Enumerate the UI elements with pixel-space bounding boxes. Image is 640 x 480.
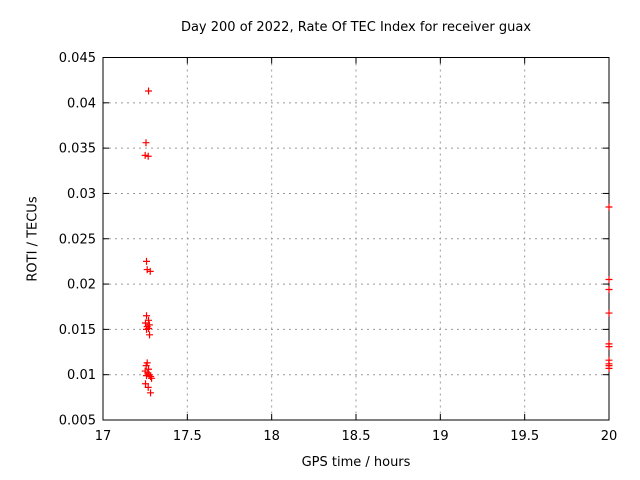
y-tick-label: 0.03 [67,187,96,202]
data-point [147,389,155,397]
data-point [605,364,613,372]
data-point [605,286,613,293]
data-point [605,203,613,211]
data-point [148,374,156,382]
data-points [141,87,613,397]
data-point [146,331,154,339]
data-point [605,276,613,284]
x-tick-label: 18 [263,429,280,444]
y-tick-label: 0.04 [67,96,96,111]
data-point [605,343,613,351]
data-point [144,152,152,160]
data-point [142,362,150,370]
chart-title: Day 200 of 2022, Rate Of TEC Index for r… [180,20,532,35]
data-point [145,87,153,95]
data-point [142,319,150,327]
x-tick-label: 17.5 [173,429,202,444]
data-point [143,372,151,380]
y-tick-label: 0.045 [59,51,96,66]
data-point [143,325,151,333]
y-tick-label: 0.01 [67,368,96,383]
data-point [143,312,151,320]
x-axis-title: GPS time / hours [301,455,411,470]
y-tick-label: 0.035 [59,142,96,157]
axis-ticks [102,57,610,421]
x-tick-label: 20 [601,429,618,444]
y-tick-label: 0.005 [59,414,96,429]
y-tick-label: 0.02 [67,278,96,293]
x-tick-label: 18.5 [342,429,371,444]
x-tick-label: 19 [432,429,449,444]
data-point [142,139,150,147]
data-point [146,267,154,275]
y-tick-label: 0.015 [59,323,96,338]
gridlines [103,57,609,420]
data-point [142,380,150,388]
tick-labels: 17 17.5 18 18.5 19 19.5 20 0.005 0.01 0.015 0.02 0.… [59,51,617,444]
y-tick-label: 0.025 [59,232,96,247]
data-point [605,309,613,317]
data-point [141,151,149,159]
x-tick-label: 19.5 [510,429,539,444]
data-point [144,383,152,391]
data-point [143,257,151,265]
x-tick-label: 17 [95,429,112,444]
